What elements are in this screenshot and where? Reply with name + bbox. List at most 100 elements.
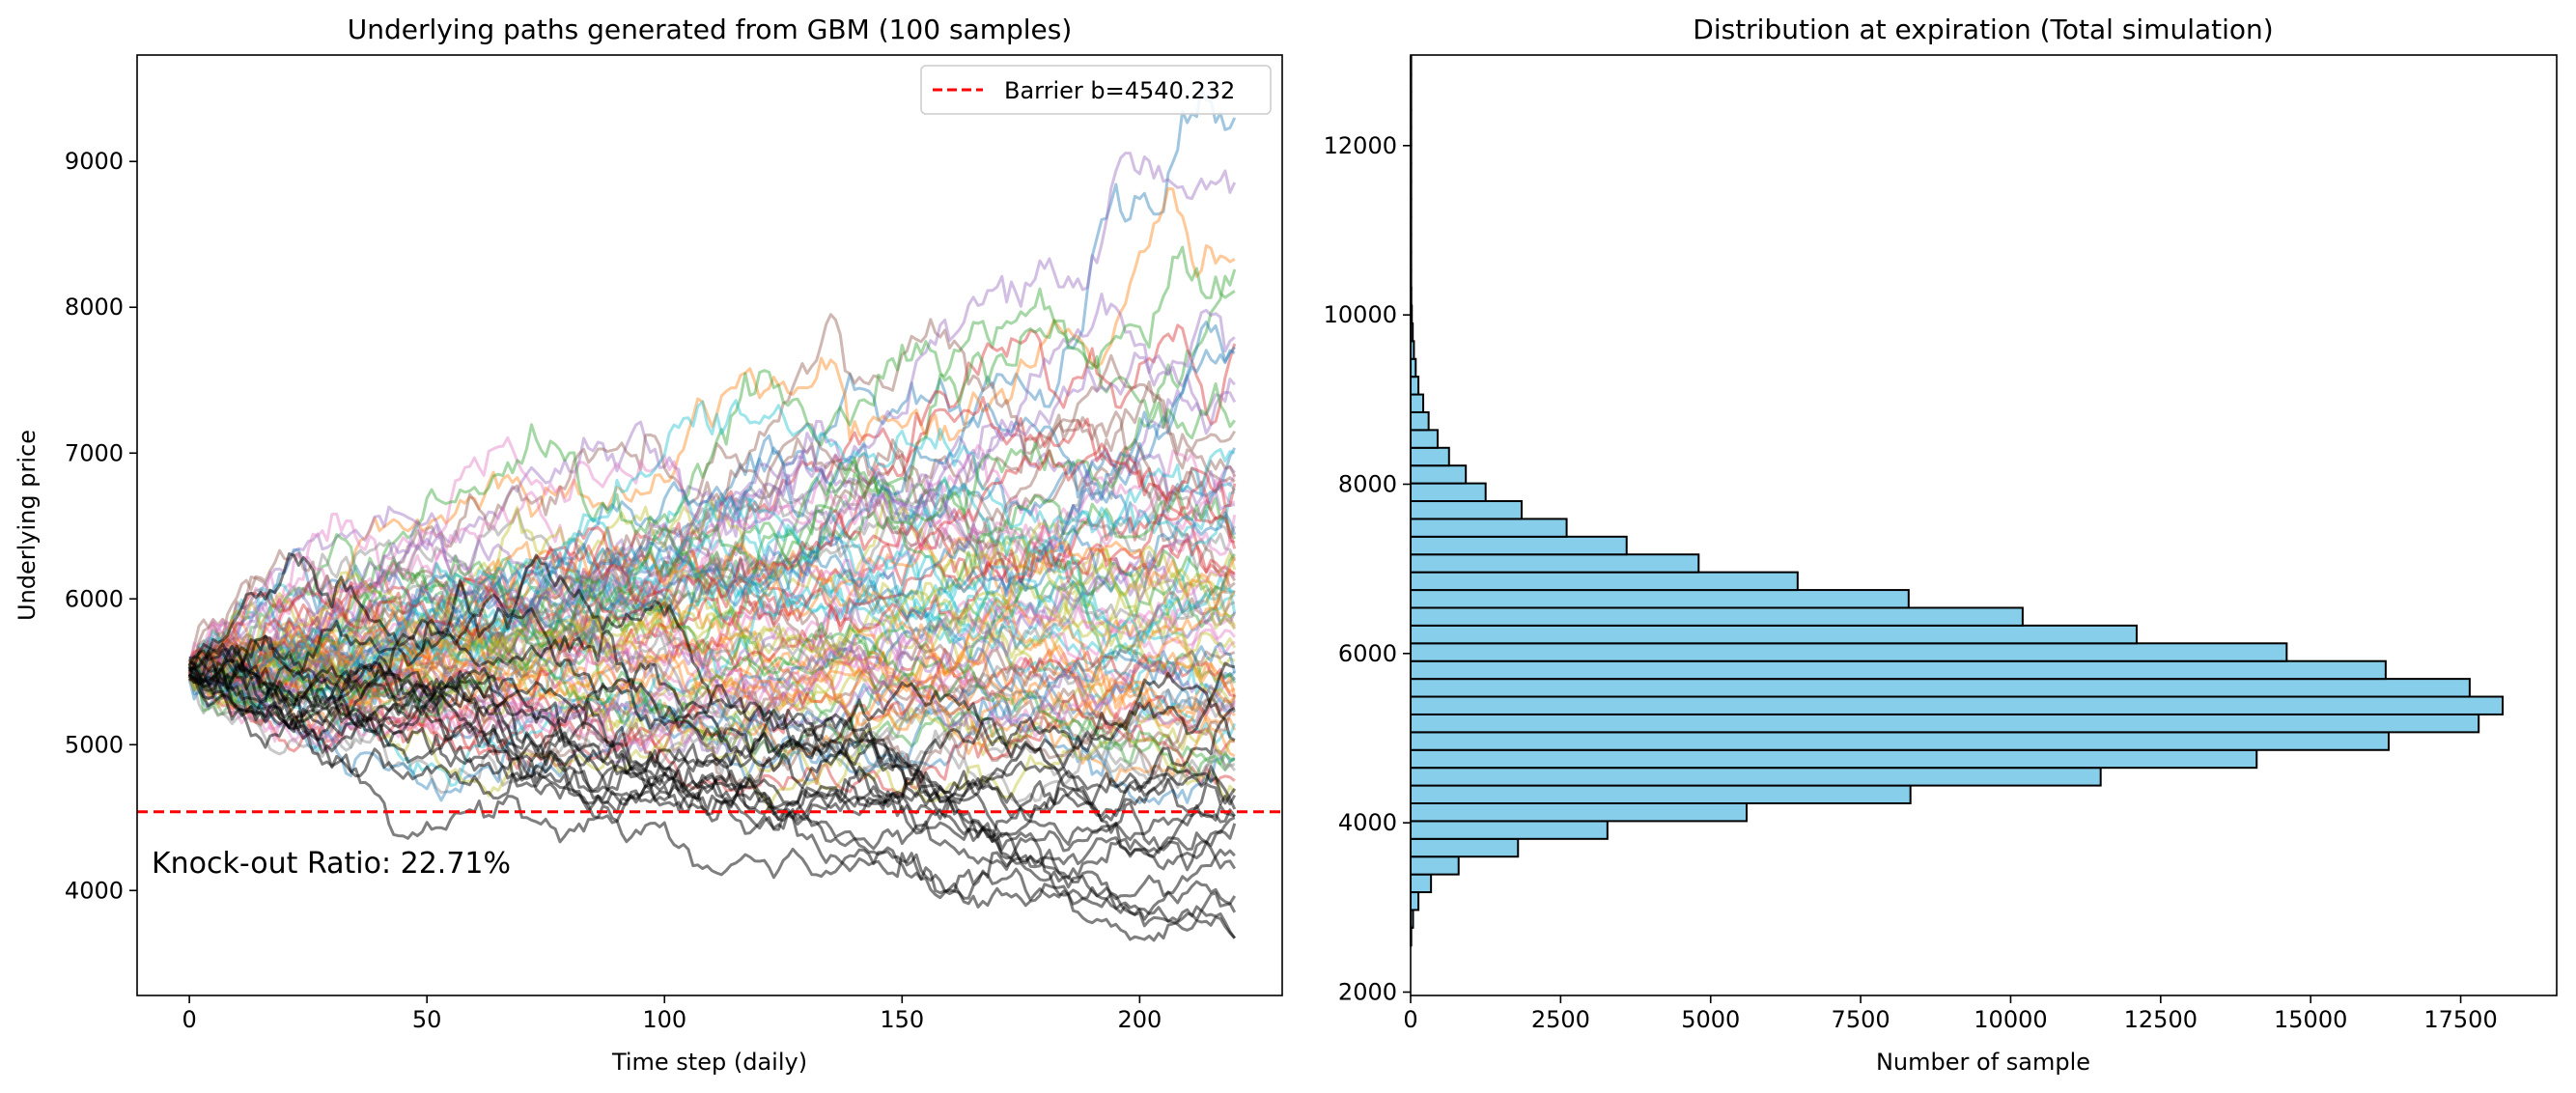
histogram-bar	[1410, 713, 2480, 734]
histogram-bar	[1410, 642, 2288, 662]
path-line	[188, 584, 1236, 715]
y-tick-label: 8000	[1338, 470, 1397, 497]
histogram-bar	[1410, 429, 1439, 449]
path-line	[187, 459, 1237, 697]
path-line	[188, 490, 1236, 696]
knocked-out-path	[187, 654, 1237, 831]
path-line	[188, 313, 1236, 666]
histogram-bar	[1410, 410, 1430, 432]
y-tick-label: 9000	[65, 148, 124, 175]
histogram-bar	[1410, 518, 1568, 538]
path-line	[188, 556, 1237, 764]
knocked-out-path	[188, 666, 1236, 939]
histogram-bar	[1410, 571, 1799, 592]
left-y-axis-label: Underlying price	[14, 430, 41, 621]
x-tick-label: 150	[880, 1006, 924, 1033]
histogram-bar	[1410, 731, 2390, 751]
histogram-bar	[1410, 891, 1420, 911]
x-tick-label: 10000	[1974, 1006, 2047, 1033]
path-line	[187, 601, 1236, 801]
path-line	[188, 562, 1237, 739]
path-line	[188, 548, 1237, 763]
y-tick-label: 10000	[1324, 301, 1397, 328]
path-line	[188, 540, 1237, 731]
path-line	[187, 545, 1237, 706]
path-line	[187, 396, 1236, 672]
path-line	[188, 519, 1236, 733]
histogram-bar	[1410, 589, 1910, 609]
path-line	[188, 490, 1236, 666]
knocked-out-path	[188, 677, 1236, 819]
x-tick-label: 0	[182, 1006, 196, 1033]
histogram-bar	[1410, 464, 1468, 485]
x-tick-label: 5000	[1681, 1006, 1740, 1033]
path-line	[187, 570, 1237, 721]
histogram-bar	[1410, 659, 2387, 681]
histogram-bar	[1410, 482, 1487, 503]
legend-barrier-label: Barrier b=4540.232	[1004, 77, 1235, 104]
histogram-bar	[1410, 748, 2258, 770]
path-line	[187, 646, 1236, 776]
path-line	[187, 86, 1237, 711]
path-line	[188, 399, 1236, 710]
right-x-axis-label: Number of sample	[1876, 1049, 2090, 1076]
path-line	[187, 442, 1237, 677]
knocked-out-path	[188, 618, 1237, 843]
histogram-bar	[1410, 855, 1460, 876]
path-line	[189, 534, 1237, 681]
path-line	[188, 511, 1237, 691]
y-tick-label: 6000	[65, 585, 124, 612]
histogram-bar	[1410, 801, 1749, 823]
histogram-bar	[1410, 678, 2471, 698]
knocked-out-path	[188, 552, 1237, 841]
histogram-bar	[1410, 376, 1420, 396]
path-line	[187, 378, 1236, 743]
path-line	[188, 293, 1237, 666]
left-x-ticks: 0 50 100 150 200	[182, 995, 1162, 1033]
right-chart-title: Distribution at expiration (Total simula…	[1693, 14, 2273, 45]
y-tick-label: 2000	[1338, 978, 1397, 1005]
path-line	[187, 268, 1237, 727]
histogram-bar	[1410, 784, 1912, 804]
path-line	[188, 555, 1236, 720]
path-line	[187, 245, 1236, 689]
path-line	[187, 382, 1236, 679]
path-line	[188, 538, 1236, 708]
histogram-bar	[1410, 624, 2138, 645]
path-line	[187, 323, 1237, 751]
histogram-bar	[1410, 820, 1609, 840]
path-line	[187, 554, 1236, 714]
right-x-ticks: 0 2500 5000 7500 10000 12500 15000 17500	[1403, 995, 2498, 1033]
x-tick-label: 0	[1403, 1006, 1417, 1033]
histogram-bar	[1410, 393, 1425, 413]
path-line	[188, 521, 1237, 732]
path-line	[187, 664, 1236, 795]
gbm-paths-panel: Underlying paths generated from GBM (100…	[14, 14, 1283, 1076]
path-line	[187, 380, 1237, 666]
path-line	[187, 507, 1237, 685]
histogram-bar	[1410, 535, 1628, 556]
x-tick-label: 200	[1117, 1006, 1162, 1033]
histogram-bar	[1410, 767, 2102, 787]
path-line	[188, 541, 1237, 707]
path-line	[187, 444, 1236, 678]
y-tick-label: 8000	[65, 294, 124, 321]
left-chart-title: Underlying paths generated from GBM (100…	[348, 14, 1073, 45]
path-line	[188, 478, 1236, 705]
histogram-bars	[1410, 55, 2505, 947]
path-line	[188, 548, 1236, 682]
x-tick-label: 7500	[1832, 1006, 1890, 1033]
path-line	[188, 651, 1237, 743]
path-line	[188, 186, 1236, 662]
paths-layer	[187, 86, 1237, 942]
path-line	[188, 450, 1236, 672]
path-line	[188, 321, 1236, 675]
histogram-bar	[1410, 446, 1450, 467]
path-line	[187, 511, 1235, 671]
path-line	[187, 492, 1237, 668]
y-tick-label: 7000	[65, 439, 124, 466]
path-line	[187, 435, 1237, 668]
y-tick-label: 4000	[1338, 809, 1397, 836]
histogram-bar	[1410, 873, 1433, 894]
